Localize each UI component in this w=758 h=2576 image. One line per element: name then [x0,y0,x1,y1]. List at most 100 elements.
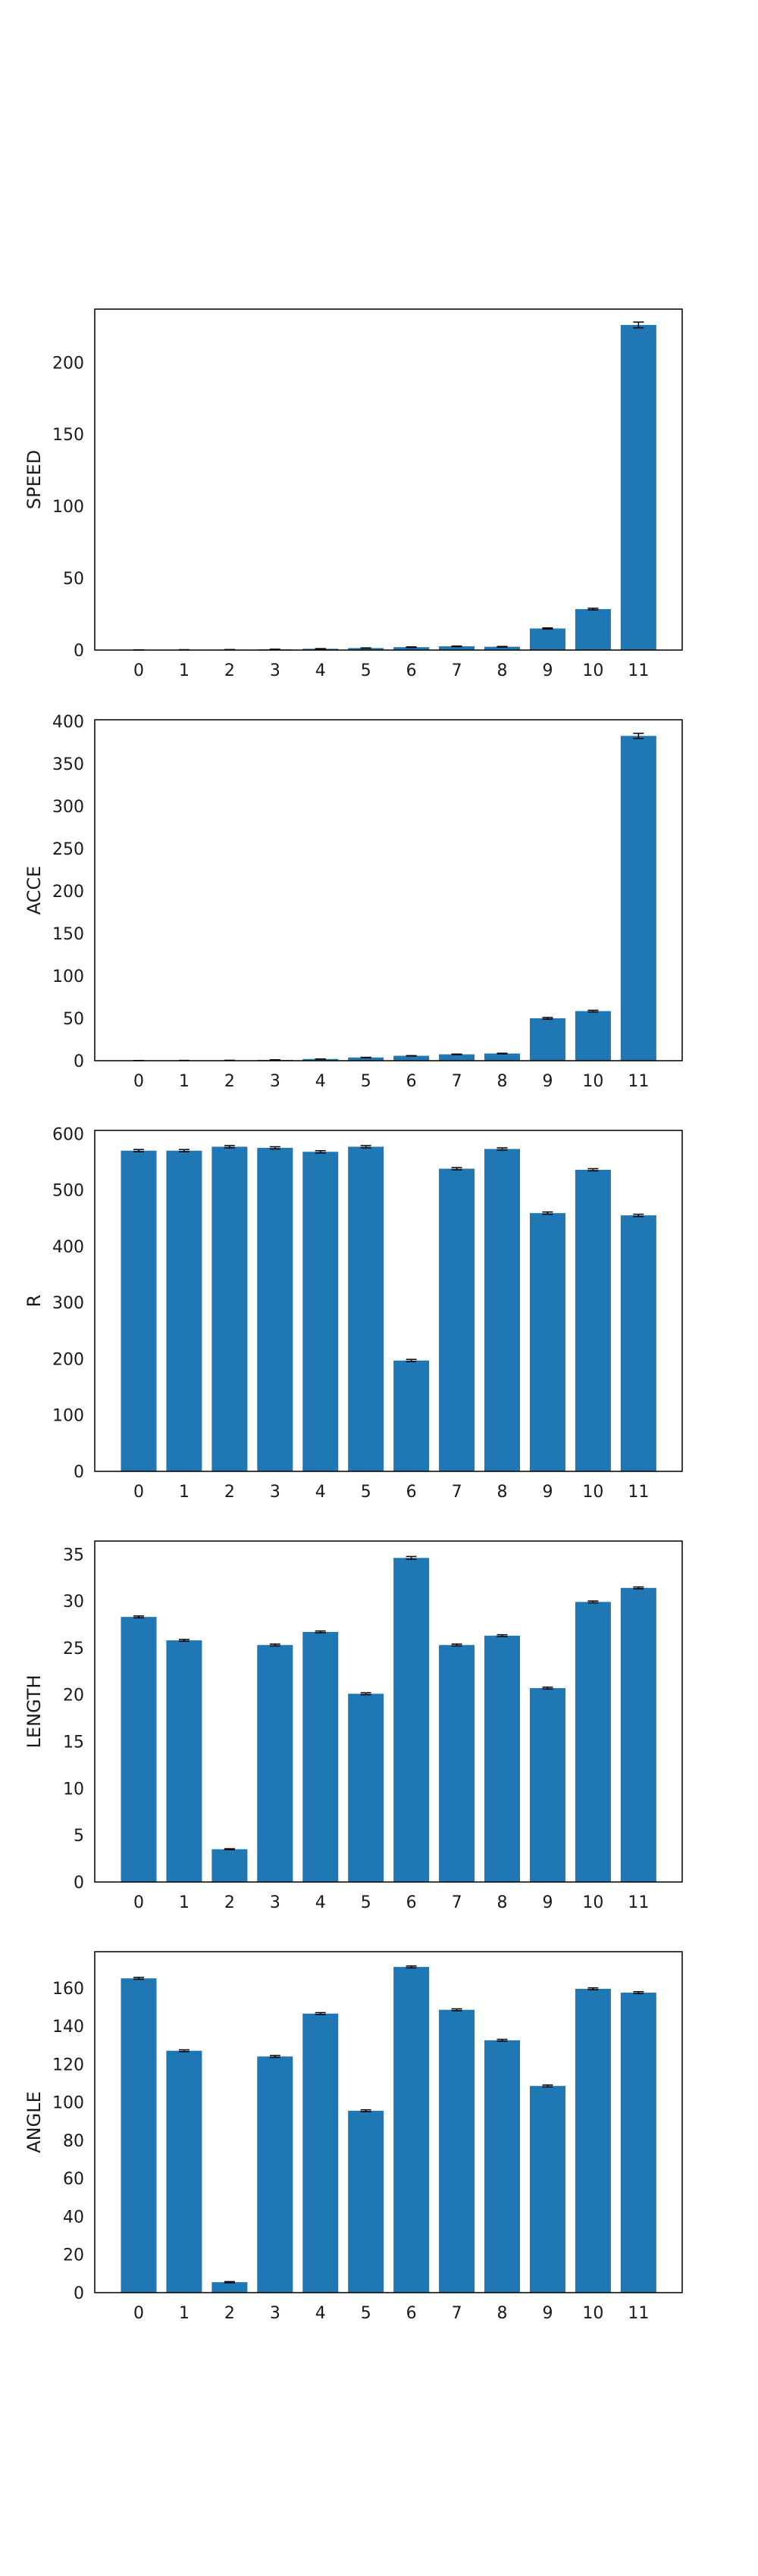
error-bar [133,1149,144,1152]
bar [302,1152,339,1471]
x-tick-label: 10 [582,1893,603,1912]
x-tick-label: 11 [628,2304,649,2323]
error-bar [496,1633,508,1637]
error-bar [633,321,644,329]
x-tick-label: 10 [582,1483,603,1502]
x-tick-label: 7 [452,1483,462,1502]
error-bar [587,1600,599,1604]
error-bar [133,1615,144,1619]
y-tick-label: 600 [52,1125,84,1144]
x-tick-label: 11 [628,1483,649,1502]
x-tick-label: 8 [497,2304,508,2323]
x-tick-label: 4 [315,1893,326,1912]
bar [302,2013,339,2293]
x-tick-label: 0 [133,1072,144,1091]
x-tick-label: 8 [497,661,508,680]
bar [484,2040,521,2293]
y-tick-label: 200 [52,1350,84,1369]
x-tick-label: 4 [315,1483,326,1502]
y-tick-label: 200 [52,354,84,373]
bar [620,1215,656,1471]
y-tick-label: 350 [52,755,84,774]
bar [393,1360,430,1471]
bar [393,1967,430,2293]
x-tick-label: 8 [497,1893,508,1912]
x-tick-label: 11 [628,1893,649,1912]
error-bar [587,607,599,611]
error-bar [633,1213,644,1218]
bar [257,1148,293,1471]
x-tick-label: 5 [361,2304,371,2323]
y-tick-label: 0 [74,1463,84,1482]
error-bar [315,1630,326,1633]
error-bar [178,1149,190,1152]
y-tick-label: 0 [74,2284,84,2303]
chart-panel-angle: 0 1 2 3 4 5 6 7 8 9 10 11 0 20 40 60 80 100 120 140 160 ANGLE [23,1951,683,2323]
error-bar [587,1168,599,1172]
x-tick-label: 4 [315,661,326,680]
bar [575,1989,611,2293]
error-bar [269,1643,280,1647]
bar [529,2086,565,2293]
bar [166,1640,202,1882]
error-bar [451,2008,462,2012]
bar [575,608,611,650]
bar [439,1645,475,1882]
y-tick-label: 80 [63,2132,84,2151]
chart-panel-speed: 0 1 2 3 4 5 6 7 8 9 10 11 0 50 100 150 200 SPEED [23,308,683,680]
bar [348,1146,384,1471]
y-tick-label: 300 [52,1294,84,1313]
error-bar [315,2012,326,2015]
bar [439,2009,475,2293]
x-tick-label: 6 [406,661,417,680]
error-bar [224,2281,235,2284]
x-tick-label: 6 [406,1072,417,1091]
bar [348,1693,384,1882]
x-tick-label: 10 [582,2304,603,2323]
y-tick-label: 0 [74,1874,84,1893]
y-tick-label: 50 [63,570,84,589]
error-bar [633,733,644,739]
bar [121,1978,157,2293]
x-tick-label: 5 [361,661,371,680]
x-tick-label: 11 [628,661,649,680]
x-tick-label: 2 [224,661,235,680]
y-tick-label: 100 [52,968,84,986]
error-bar [178,1639,190,1643]
x-tick-label: 7 [452,2304,462,2323]
x-tick-label: 10 [582,661,603,680]
chart-panel-acce: 0 1 2 3 4 5 6 7 8 9 10 11 0 50 100 150 200 250 300 350 400 AC… [23,713,683,1091]
y-tick-label: 400 [52,713,84,732]
y-tick-label: 300 [52,798,84,817]
bar [484,1053,521,1061]
bar [348,648,384,650]
bar [529,1018,565,1061]
y-tick-label: 5 [74,1827,84,1846]
y-tick-label: 400 [52,1238,84,1257]
bar [166,2050,202,2293]
x-tick-label: 7 [452,1893,462,1912]
bar [211,2282,248,2293]
bar [529,628,565,650]
y-axis-label: ANGLE [23,2091,45,2153]
error-bar [496,1147,508,1151]
axes-frame [94,1540,683,1883]
y-axis-label: SPEED [23,450,45,510]
bar [257,2056,293,2293]
x-tick-label: 9 [542,661,553,680]
error-bar [406,1358,417,1362]
error-bar [633,1991,644,1995]
y-tick-label: 10 [63,1780,84,1799]
y-tick-label: 30 [63,1593,84,1612]
x-tick-label: 10 [582,1072,603,1091]
y-tick-label: 15 [63,1733,84,1752]
x-tick-label: 1 [179,1483,190,1502]
x-tick-label: 5 [361,1483,371,1502]
bar [484,1635,521,1882]
error-bar [406,1555,417,1560]
bar [439,1168,475,1471]
x-tick-label: 9 [542,1072,553,1091]
x-tick-label: 7 [452,1072,462,1091]
y-tick-label: 160 [52,1980,84,1999]
y-axis-label: R [23,1295,45,1308]
